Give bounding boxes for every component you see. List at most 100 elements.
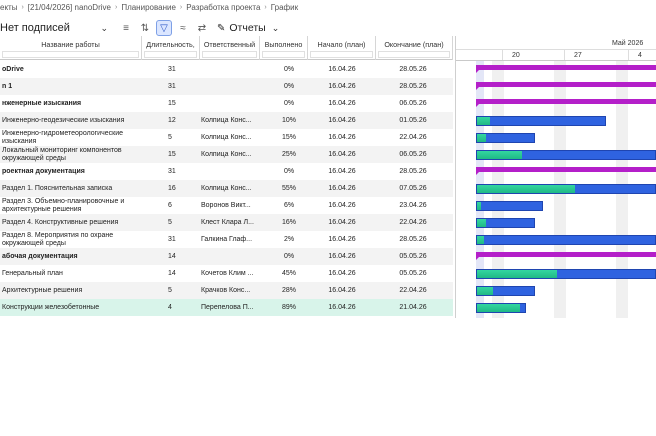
percent-complete-cell: 45%: [281, 270, 296, 277]
toolbar: Нет подписей ⌄ ≡ ⇅ ▽ ≈ ⇄ ✎ Отчеты ⌄: [0, 16, 656, 40]
gantt-row: [456, 265, 656, 282]
task-name-cell: Раздел 3. Объемно-планировочные и архите…: [2, 197, 125, 213]
gantt-row: [456, 299, 656, 316]
column-header-end[interactable]: Окончание (план): [376, 36, 453, 60]
table-row[interactable]: Архитектурные решения 5 Крачков Конс... 28%…: [0, 282, 453, 299]
summary-bar[interactable]: [476, 82, 656, 90]
task-bar[interactable]: [476, 269, 656, 279]
task-name-cell: роектная документация: [2, 167, 85, 175]
filter-icon[interactable]: ▽: [156, 20, 172, 36]
task-bar[interactable]: [476, 116, 606, 126]
summary-bar[interactable]: [476, 252, 656, 260]
table-row[interactable]: Раздел 1. Пояснительная записка 16 Колпица…: [0, 180, 453, 197]
table-row[interactable]: Раздел 8. Мероприятия по охране окружающ…: [0, 231, 453, 248]
breadcrumb-item[interactable]: Разработка проекта: [186, 2, 261, 12]
percent-complete-cell: 15%: [281, 134, 296, 141]
percent-complete-cell: 16%: [281, 219, 296, 226]
column-filter-percent[interactable]: [262, 51, 305, 58]
breadcrumb-item[interactable]: екты: [0, 2, 18, 12]
duration-cell: 14: [168, 270, 176, 277]
reports-menu[interactable]: ✎ Отчеты ⌄: [217, 22, 279, 34]
end-date-cell: 01.05.26: [399, 117, 427, 124]
task-progress-fill: [477, 117, 490, 125]
task-bar[interactable]: [476, 218, 536, 228]
end-date-cell: 06.05.26: [399, 100, 427, 107]
start-date-cell: 16.04.26: [328, 253, 356, 260]
start-date-cell: 16.04.26: [328, 151, 356, 158]
columns-settings-icon[interactable]: ≈: [180, 22, 186, 34]
table-row[interactable]: Инженерно-гидрометеорологические изыскан…: [0, 129, 453, 146]
task-bar[interactable]: [476, 303, 527, 313]
table-row[interactable]: Раздел 3. Объемно-планировочные и архите…: [0, 197, 453, 214]
table-row[interactable]: Генеральный план 14 Кочетов Клим ... 45% 16.…: [0, 265, 453, 282]
column-filter-start[interactable]: [310, 51, 373, 58]
splitter-handle[interactable]: [455, 36, 456, 318]
gantt-row: [456, 214, 656, 231]
task-bar[interactable]: [476, 133, 536, 143]
percent-complete-cell: 0%: [283, 100, 295, 107]
column-header-duration[interactable]: Длительность,: [142, 36, 200, 60]
task-progress-fill: [477, 270, 558, 278]
task-bar[interactable]: [476, 201, 543, 211]
table-row[interactable]: роектная документация 31 0% 16.04.26 28.05.2…: [0, 163, 453, 180]
table-row[interactable]: абочая документация 14 0% 16.04.26 05.05.26: [0, 248, 453, 265]
percent-complete-cell: 10%: [281, 117, 296, 124]
column-filter-duration[interactable]: [144, 51, 197, 58]
task-bar[interactable]: [476, 184, 656, 194]
table-row[interactable]: Инженерно-геодезические изыскания 12 Колпи…: [0, 112, 453, 129]
percent-complete-cell: 0%: [283, 168, 295, 175]
duration-cell: 6: [168, 202, 172, 209]
responsible-cell: Кочетов Клим ...: [201, 270, 254, 277]
sort-icon[interactable]: ⇅: [140, 22, 150, 34]
responsible-cell: [200, 61, 260, 78]
start-date-cell: 16.04.26: [328, 100, 356, 107]
task-bar[interactable]: [476, 286, 536, 296]
duration-cell: 5: [168, 219, 172, 226]
start-date-cell: 16.04.26: [328, 168, 356, 175]
responsible-cell: Воронов Викт...: [201, 202, 251, 209]
column-filter-name[interactable]: [2, 51, 139, 58]
task-progress-fill: [477, 151, 522, 159]
column-filter-responsible[interactable]: [202, 51, 257, 58]
view-select[interactable]: Нет подписей ⌄: [0, 22, 108, 34]
timeline-day-label: 20: [512, 52, 520, 59]
task-name-cell: Раздел 1. Пояснительная записка: [2, 184, 113, 192]
table-row[interactable]: Локальный мониторинг компонентов окружаю…: [0, 146, 453, 163]
task-name-cell: нженерные изыскания: [2, 99, 82, 107]
start-date-cell: 16.04.26: [328, 270, 356, 277]
pencil-icon: ✎: [217, 22, 226, 34]
task-bar[interactable]: [476, 235, 656, 245]
table-row[interactable]: n 1 31 0% 16.04.26 28.05.26: [0, 78, 453, 95]
gantt-row: [456, 146, 656, 163]
table-row[interactable]: Конструкции железобетонные 4 Перепелова П.…: [0, 299, 453, 316]
timeline-tick: [628, 50, 629, 60]
breadcrumb-item[interactable]: График: [270, 2, 299, 12]
column-header-name[interactable]: Название работы: [0, 36, 142, 60]
column-header-start[interactable]: Начало (план): [308, 36, 376, 60]
view-select-value: Нет подписей: [0, 22, 70, 34]
swap-icon[interactable]: ⇄: [197, 22, 207, 34]
task-bar[interactable]: [476, 150, 656, 160]
duration-cell: 31: [168, 66, 176, 73]
column-header-percent[interactable]: Выполнено: [260, 36, 308, 60]
column-filter-end[interactable]: [378, 51, 450, 58]
breadcrumb-item[interactable]: Планирование: [121, 2, 176, 12]
column-header-responsible-label: Ответственный: [203, 40, 256, 49]
summary-bar[interactable]: [476, 65, 656, 73]
table-row[interactable]: oDrive 31 0% 16.04.26 28.05.26: [0, 61, 453, 78]
summary-bar[interactable]: [476, 99, 656, 107]
table-row[interactable]: Раздел 4. Конструктивные решения 5 Клест К…: [0, 214, 453, 231]
task-name-cell: абочая документация: [2, 252, 78, 260]
gantt-row: [456, 282, 656, 299]
summary-bar[interactable]: [476, 167, 656, 175]
gantt-row: [456, 129, 656, 146]
task-name-cell: Инженерно-геодезические изыскания: [2, 116, 125, 124]
breadcrumb-separator-icon: ›: [114, 3, 118, 11]
end-date-cell: 22.04.26: [399, 287, 427, 294]
column-header-responsible[interactable]: Ответственный: [200, 36, 260, 60]
breadcrumb-item[interactable]: [21/04/2026] nanoDrive: [27, 2, 111, 12]
indent-list-icon[interactable]: ≡: [123, 22, 129, 34]
timeline-divider: [456, 49, 656, 50]
column-header-duration-label: Длительность,: [146, 40, 195, 49]
table-row[interactable]: нженерные изыскания 15 0% 16.04.26 06.05.26: [0, 95, 453, 112]
